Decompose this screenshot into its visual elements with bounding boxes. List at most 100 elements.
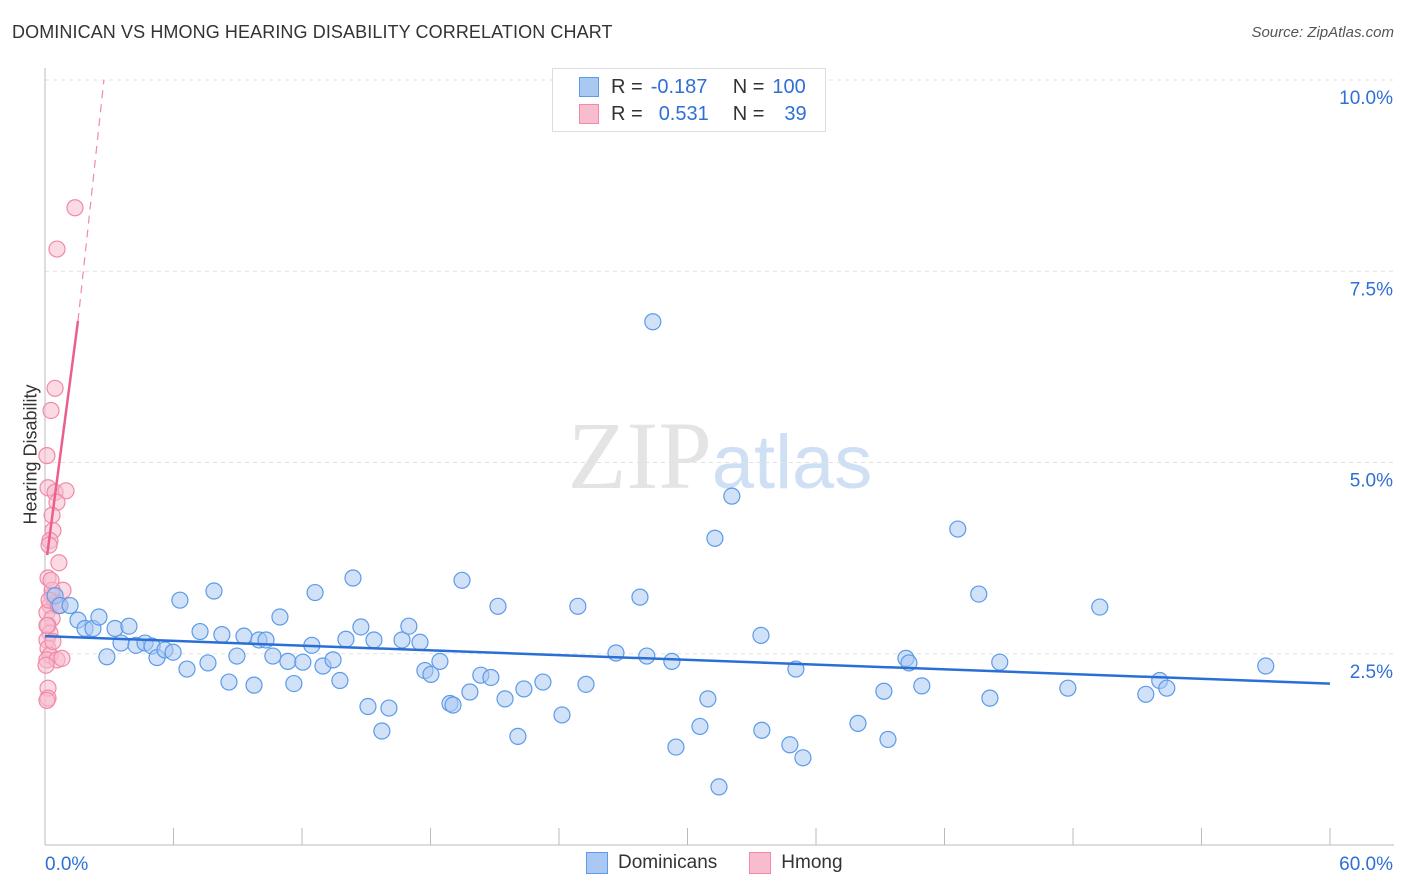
hmong-point xyxy=(38,616,56,635)
hmong-point xyxy=(42,571,60,589)
watermark: ZIPatlas xyxy=(568,402,873,509)
dominicans-point xyxy=(164,643,182,661)
dominicans-point xyxy=(431,652,449,671)
dominicans-point xyxy=(264,647,282,665)
blue-swatch xyxy=(579,77,599,97)
dominicans-point xyxy=(667,738,685,756)
r-value: -0.187 xyxy=(650,75,708,98)
dominicans-point xyxy=(400,617,418,635)
dominicans-point xyxy=(849,714,867,732)
dominicans-point xyxy=(235,627,253,645)
dominicans-point xyxy=(245,676,263,694)
dominicans-point xyxy=(294,653,312,671)
legend-hmong: Hmong xyxy=(781,852,843,873)
dominicans-point xyxy=(723,487,741,505)
dominicans-point xyxy=(706,529,724,547)
y-tick-label: 5.0% xyxy=(1350,471,1393,492)
dominicans-point xyxy=(482,668,500,687)
hmong-point xyxy=(53,649,71,667)
y-tick-label: 10.0% xyxy=(1339,88,1393,109)
hmong-point xyxy=(57,482,75,500)
legend-box: R = -0.187 N = 100 R = 0.531 N = 39 xyxy=(552,68,826,132)
hmong-point xyxy=(38,691,56,710)
dominicans-point xyxy=(411,633,429,651)
dominicans-point xyxy=(306,583,324,602)
y-tick-label: 2.5% xyxy=(1350,662,1393,683)
hmong-point xyxy=(50,554,68,572)
dominicans-point xyxy=(112,634,130,652)
dominicans-point xyxy=(509,727,527,745)
dominicans-point xyxy=(569,597,587,615)
dominicans-point xyxy=(279,652,297,671)
dominicans-point xyxy=(380,699,398,717)
r-label: R = xyxy=(611,102,643,125)
dominicans-point xyxy=(879,730,897,749)
dominicans-point xyxy=(1257,657,1275,675)
dominicans-point xyxy=(515,680,533,698)
hmong-point xyxy=(37,656,55,674)
dominicans-point xyxy=(970,585,988,603)
dominicans-point xyxy=(324,651,342,669)
hmong-point xyxy=(46,379,64,397)
dominicans-swatch xyxy=(586,852,608,874)
hmong-point xyxy=(38,447,56,465)
dominicans-point xyxy=(205,582,223,600)
dominicans-point xyxy=(534,673,552,691)
dominicans-point xyxy=(120,617,138,635)
dominicans-point xyxy=(753,721,771,739)
dominicans-point xyxy=(781,736,799,754)
dominicans-point xyxy=(631,588,649,606)
dominicans-point xyxy=(981,689,999,707)
dominicans-point xyxy=(171,591,189,609)
dominicans-point xyxy=(191,622,209,641)
r-value: 0.531 xyxy=(658,102,709,125)
dominicans-point xyxy=(365,631,383,649)
dominicans-point xyxy=(337,630,355,648)
dominicans-point xyxy=(496,690,514,708)
dominicans-point xyxy=(913,677,931,695)
hmong-point xyxy=(48,240,66,258)
dominicans-point xyxy=(1158,679,1176,697)
dominicans-point xyxy=(644,313,662,331)
x-tick-label: 0.0% xyxy=(45,854,88,875)
dominicans-point xyxy=(453,571,471,589)
dominicans-point xyxy=(199,654,217,672)
dominicans-point xyxy=(949,520,967,538)
dominicans-point xyxy=(875,682,893,700)
chart-title: DOMINICAN VS HMONG HEARING DISABILITY CO… xyxy=(12,22,613,42)
dominicans-point xyxy=(373,722,391,740)
dominicans-point xyxy=(663,652,681,671)
dominicans-point xyxy=(359,697,377,716)
dominicans-point xyxy=(106,619,124,638)
dominicans-point xyxy=(1059,679,1077,697)
dominicans-point xyxy=(393,631,411,649)
dominicans-point xyxy=(752,626,770,644)
y-tick-label: 7.5% xyxy=(1350,279,1393,300)
dominicans-point xyxy=(98,648,116,666)
x-tick-label: 60.0% xyxy=(1339,854,1393,875)
dominicans-point xyxy=(1137,685,1155,703)
dominicans-point xyxy=(444,696,462,714)
dominicans-point xyxy=(61,596,79,615)
n-label: N = xyxy=(732,75,765,98)
n-value: 39 xyxy=(784,102,807,125)
dominicans-point xyxy=(991,653,1009,671)
dominicans-point xyxy=(271,608,289,626)
n-label: N = xyxy=(732,102,765,125)
dominicans-point xyxy=(710,778,728,796)
dominicans-point xyxy=(461,683,479,701)
source-label: Source: ZipAtlas.com xyxy=(1251,24,1394,41)
dominicans-point xyxy=(228,647,246,665)
dominicans-point xyxy=(553,706,571,724)
dominicans-point xyxy=(638,647,656,665)
dominicans-point xyxy=(699,690,717,708)
dominicans-point xyxy=(285,674,303,693)
n-value: 100 xyxy=(772,75,806,98)
dominicans-point xyxy=(691,717,709,736)
legend-row-hmong: R = 0.531 N = 39 xyxy=(579,101,807,127)
dominicans-point xyxy=(577,675,595,693)
bottom-legend: Dominicans Hmong xyxy=(586,852,843,874)
dominicans-point xyxy=(344,569,362,587)
dominicans-trend-line xyxy=(44,634,1331,685)
